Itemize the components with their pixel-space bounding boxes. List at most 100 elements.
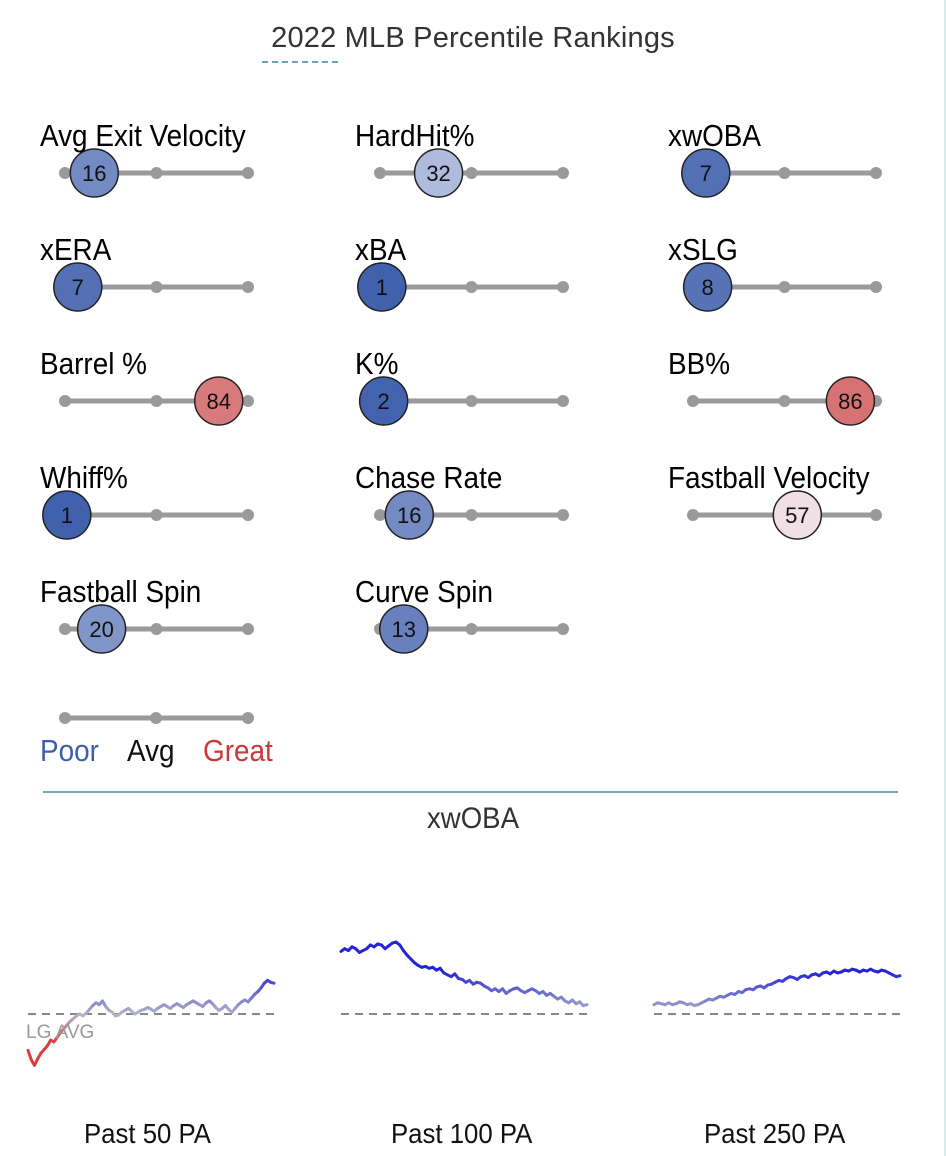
metric-track: 16	[59, 148, 254, 198]
track-dot	[778, 167, 791, 179]
track-dot	[242, 509, 254, 521]
sparkline-label-past-50: Past 50 PA	[84, 1118, 211, 1149]
metric-track: 8	[682, 262, 882, 312]
legend-avg: Avg	[127, 733, 175, 768]
metric-k: 2 K%	[355, 346, 655, 456]
percentile-value: 1	[376, 275, 388, 300]
page-title: 2022 MLB Percentile Rankings	[271, 22, 675, 54]
percentile-bubble[interactable]	[358, 376, 409, 426]
metric-label: Avg Exit Velocity	[40, 118, 246, 153]
xwoba-chart-title: xwOBA	[426, 802, 520, 835]
track-dot	[150, 623, 163, 635]
metric-label: xwOBA	[668, 118, 762, 153]
track-dot	[374, 509, 386, 521]
metric-label: xERA	[40, 232, 112, 267]
metric-track: 1	[42, 490, 254, 540]
percentile-bubble[interactable]	[76, 604, 127, 654]
metric-track: 16	[374, 490, 569, 540]
metric-fastball-velocity: 57 Fastball Velocity	[668, 460, 946, 570]
percentile-bubble[interactable]	[193, 376, 244, 426]
metric-fastball-spin: 20 Fastball Spin	[40, 574, 340, 684]
percentile-bubble[interactable]	[379, 604, 429, 654]
metric-xba: 1 xBA	[355, 232, 655, 342]
track-dot	[465, 509, 478, 521]
metric-xslg: 8 xSLG	[668, 232, 946, 342]
track-dot	[242, 395, 254, 407]
track-dot	[59, 167, 71, 179]
metric-track: 2	[358, 376, 569, 426]
percentile-bubble[interactable]	[53, 262, 103, 312]
percentile-value: 7	[700, 161, 712, 186]
track-dot	[150, 281, 163, 293]
section-divider	[43, 791, 898, 793]
metric-label: Curve Spin	[355, 574, 494, 609]
metric-bb: 86 BB%	[668, 346, 946, 456]
sparkline-segment	[894, 974, 902, 979]
sparkline-segment	[269, 980, 276, 985]
percentile-bubble[interactable]	[825, 376, 876, 426]
percentile-value: 2	[378, 389, 390, 414]
track-dot	[150, 167, 163, 179]
metric-label: BB%	[668, 346, 731, 381]
percentile-value: 16	[82, 161, 106, 186]
metric-label: xSLG	[668, 232, 738, 267]
track-dot	[465, 623, 478, 635]
percentile-bubble[interactable]	[413, 148, 464, 198]
metric-label: Fastball Velocity	[668, 460, 870, 495]
track-dot	[150, 509, 163, 521]
percentile-value: 1	[61, 503, 73, 528]
track-dot	[687, 395, 699, 407]
sparkline-past-250	[652, 967, 906, 1015]
metric-xera: 7 xERA	[40, 232, 340, 342]
metric-track: 20	[59, 604, 254, 654]
percentile-value: 86	[838, 389, 862, 414]
metric-curve-spin: 13 Curve Spin	[355, 574, 655, 684]
metric-label: xBA	[355, 232, 407, 267]
track-dot	[778, 281, 791, 293]
percentile-value: 16	[397, 503, 421, 528]
track-dot	[242, 281, 254, 293]
metric-track: 86	[687, 376, 882, 426]
metric-track: 84	[59, 376, 254, 426]
metric-track: 7	[681, 148, 882, 198]
percentile-bubble[interactable]	[384, 490, 435, 540]
legend-poor: Poor	[40, 733, 99, 768]
metric-label: Chase Rate	[355, 460, 503, 495]
percentile-bubble[interactable]	[681, 148, 731, 198]
sparkline-segment	[581, 1003, 589, 1008]
metric-label: HardHit%	[355, 118, 475, 153]
track-dot	[687, 509, 699, 521]
metric-track: 7	[53, 262, 254, 312]
percentile-bubble[interactable]	[357, 262, 407, 312]
track-dot	[870, 281, 882, 293]
track-dot	[870, 509, 882, 521]
track-dot	[557, 281, 569, 293]
sparkline-label-past-100: Past 100 PA	[391, 1118, 533, 1149]
sparkline-past-50: LG AVG	[26, 978, 280, 1067]
percentile-bubble[interactable]	[42, 490, 92, 540]
sparkline-segment	[26, 1048, 33, 1062]
metric-hardhit: 32 HardHit%	[355, 118, 655, 228]
sparkline-label-past-250: Past 250 PA	[704, 1118, 846, 1149]
percentile-bubble[interactable]	[772, 490, 823, 540]
metric-xwoba: 7 xwOBA	[668, 118, 946, 228]
track-dot	[778, 395, 791, 407]
percentile-bubble[interactable]	[69, 148, 120, 198]
title-info-underline[interactable]	[262, 61, 338, 63]
track-dot	[465, 395, 478, 407]
track-dot	[374, 167, 386, 179]
track-dot	[557, 167, 569, 179]
track-dot	[557, 623, 569, 635]
percentile-value: 57	[785, 503, 809, 528]
track-dot	[557, 395, 569, 407]
metric-track: 57	[687, 490, 882, 540]
legend-great: Great	[203, 733, 273, 768]
metric-barrel: 84 Barrel %	[40, 346, 340, 456]
track-dot	[465, 167, 478, 179]
track-dot	[150, 395, 163, 407]
percentile-bubble[interactable]	[682, 262, 733, 312]
legend-track	[59, 712, 254, 724]
track-dot	[465, 281, 478, 293]
metric-track: 1	[357, 262, 569, 312]
metric-avg-exit-velocity: 16 Avg Exit Velocity	[40, 118, 340, 228]
